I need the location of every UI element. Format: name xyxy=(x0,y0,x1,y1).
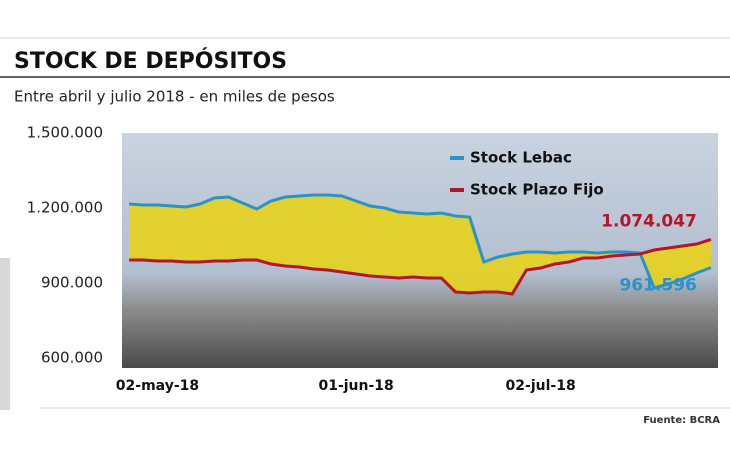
y-tick-label: 1.200.000 xyxy=(27,199,103,217)
source: Fuente: BCRA xyxy=(643,415,720,426)
legend-label: Stock Plazo Fijo xyxy=(470,181,604,199)
x-tick-label: 02-may-18 xyxy=(116,378,199,394)
x-tick-label: 01-jun-18 xyxy=(318,378,393,394)
legend-label: Stock Lebac xyxy=(470,149,572,167)
y-tick-label: 600.000 xyxy=(41,349,103,367)
chart-title: STOCK DE DEPÓSITOS xyxy=(14,48,287,74)
value-label: 961.596 xyxy=(619,276,696,296)
series-line xyxy=(129,238,712,296)
side-bar xyxy=(0,258,10,410)
y-tick-label: 1.500.000 xyxy=(27,124,103,142)
x-tick-label: 02-jul-18 xyxy=(506,378,576,394)
series-line xyxy=(128,193,712,290)
fill-area xyxy=(129,195,711,294)
chart-subtitle: Entre abril y julio 2018 - en miles de p… xyxy=(14,88,335,106)
value-label: 1.074.047 xyxy=(601,211,697,231)
y-tick-label: 900.000 xyxy=(41,274,103,292)
